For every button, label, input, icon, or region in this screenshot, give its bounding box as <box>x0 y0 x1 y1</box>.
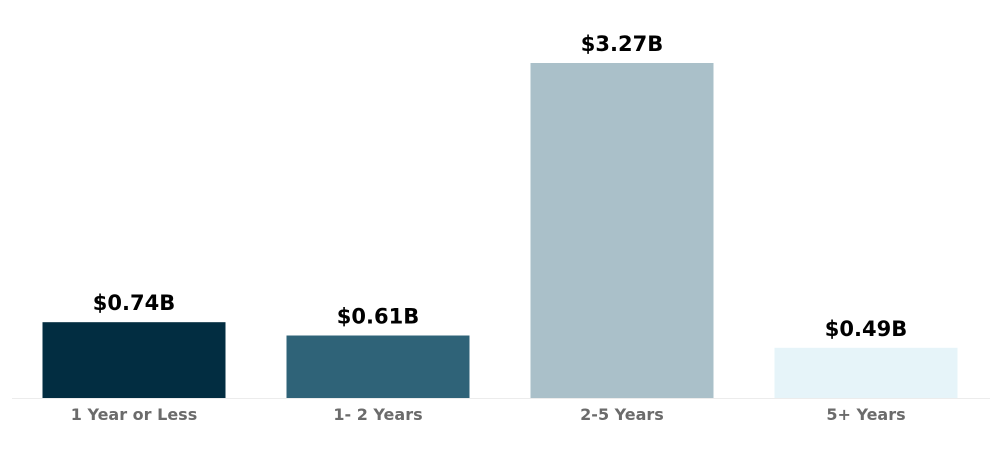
category-label-3: 2-5 Years <box>580 405 664 424</box>
category-label-1: 1 Year or Less <box>71 405 197 424</box>
bar-4 <box>774 347 958 398</box>
value-labels-group: $0.74B $0.61B $3.27B $0.49B <box>93 32 907 341</box>
value-label-1: $0.74B <box>93 291 175 315</box>
value-label-3: $3.27B <box>581 32 663 56</box>
category-label-2: 1- 2 Years <box>333 405 422 424</box>
value-label-4: $0.49B <box>825 317 907 341</box>
category-labels-group: 1 Year or Less 1- 2 Years 2-5 Years 5+ Year… <box>71 405 906 424</box>
bars-group <box>42 63 958 398</box>
bar-2 <box>286 335 470 398</box>
value-label-2: $0.61B <box>337 305 419 329</box>
category-label-4: 5+ Years <box>826 405 905 424</box>
bar-1 <box>42 322 226 398</box>
bar-3 <box>530 63 714 398</box>
